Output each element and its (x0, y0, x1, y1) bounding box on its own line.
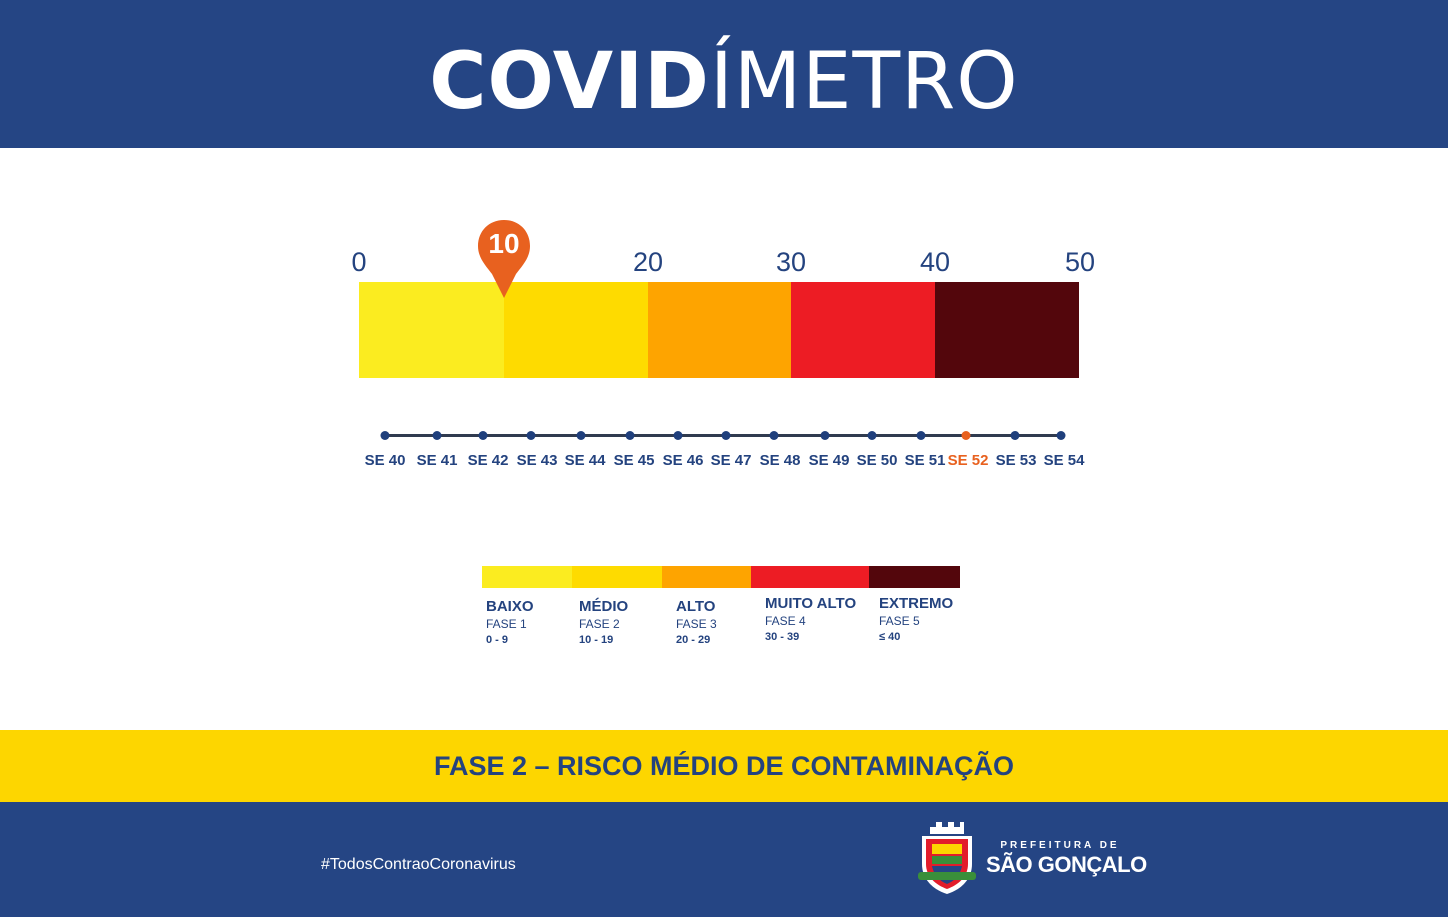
legend-fase: FASE 3 (676, 617, 717, 631)
legend-range: 10 - 19 (579, 634, 614, 646)
legend-swatch (572, 566, 662, 588)
city-name: SÃO GONÇALO (986, 852, 1147, 877)
week-label: SE 40 (364, 452, 406, 469)
timeline-dot (1010, 431, 1020, 440)
page-title: COVIDÍMETRO (0, 40, 1448, 124)
legend-fase: FASE 1 (486, 617, 527, 631)
gauge-tick-label: 20 (632, 247, 664, 277)
timeline-dot (432, 431, 442, 440)
legend-range: 0 - 9 (486, 634, 509, 646)
map-pin-icon (478, 220, 530, 298)
week-label: SE 54 (1043, 452, 1085, 469)
legend-range: ≤ 40 (879, 631, 901, 643)
timeline-dot (625, 431, 635, 440)
week-label: SE 44 (564, 452, 606, 469)
week-label: SE 47 (710, 452, 752, 469)
footer-bar (0, 802, 1448, 917)
timeline-dot (961, 431, 971, 440)
gauge-segment (791, 282, 935, 378)
gauge-tick-label: 30 (775, 247, 807, 277)
timeline-dot (1056, 431, 1066, 440)
city-crest-icon (918, 822, 976, 894)
week-label: SE 46 (662, 452, 704, 469)
week-label: SE 53 (995, 452, 1037, 469)
timeline-dot (380, 431, 390, 440)
gauge-tick-label: 0 (351, 247, 367, 277)
legend-name: EXTREMO (879, 595, 954, 612)
legend-item-baixo: BAIXO FASE 1 0 - 9 (486, 598, 534, 648)
week-label: SE 49 (808, 452, 850, 469)
legend-name: ALTO (676, 598, 716, 615)
gauge-tick-label: 40 (919, 247, 951, 277)
gauge-tick-label: 50 (1064, 247, 1096, 277)
legend-range: 30 - 39 (765, 631, 800, 643)
legend-swatch (482, 566, 572, 588)
phase-banner-text: FASE 2 – RISCO MÉDIO DE CONTAMINAÇÃO (433, 751, 1015, 781)
timeline-dot (820, 431, 830, 440)
gauge-segment (504, 282, 648, 378)
gauge-segment (359, 282, 504, 378)
timeline-dot (769, 431, 779, 440)
week-label: SE 50 (856, 452, 898, 469)
timeline-dot (478, 431, 488, 440)
prefeitura-label: PREFEITURA DE (1000, 840, 1120, 851)
legend-swatch (869, 566, 960, 588)
legend-item-medio: MÉDIO FASE 2 10 - 19 (579, 598, 628, 648)
legend-swatch (751, 566, 869, 588)
hashtag-text: #TodosContraoCoronavirus (321, 856, 516, 873)
timeline-dot (721, 431, 731, 440)
header-bar (0, 0, 1448, 148)
week-label: SE 52 (947, 452, 989, 469)
legend-name: BAIXO (486, 598, 534, 615)
legend-fase: FASE 2 (579, 617, 620, 631)
legend-item-extremo: EXTREMO FASE 5 ≤ 40 (879, 595, 953, 645)
gauge-current-value: 10 (488, 228, 520, 259)
week-label: SE 43 (516, 452, 558, 469)
legend-name: MÉDIO (579, 598, 629, 615)
week-label: SE 48 (759, 452, 801, 469)
gauge-segment (935, 282, 1079, 378)
phase-banner (0, 730, 1448, 802)
title-light-part: ÍMETRO (709, 37, 1019, 127)
timeline-dot (673, 431, 683, 440)
legend-name: MUITO ALTO (765, 595, 857, 612)
legend-swatch (662, 566, 751, 588)
timeline-dot (576, 431, 586, 440)
week-label: SE 41 (416, 452, 458, 469)
legend-fase: FASE 4 (765, 614, 806, 628)
timeline-dot (867, 431, 877, 440)
timeline-dot (916, 431, 926, 440)
legend-fase: FASE 5 (879, 614, 920, 628)
timeline-dot (526, 431, 536, 440)
week-label: SE 45 (613, 452, 655, 469)
legend-item-muito-alto: MUITO ALTO FASE 4 30 - 39 (765, 595, 856, 645)
week-label: SE 51 (904, 452, 946, 469)
title-bold-part: COVID (429, 37, 710, 127)
legend-range: 20 - 29 (676, 634, 711, 646)
legend-item-alto: ALTO FASE 3 20 - 29 (676, 598, 717, 648)
week-label: SE 42 (467, 452, 509, 469)
gauge-segment (648, 282, 791, 378)
